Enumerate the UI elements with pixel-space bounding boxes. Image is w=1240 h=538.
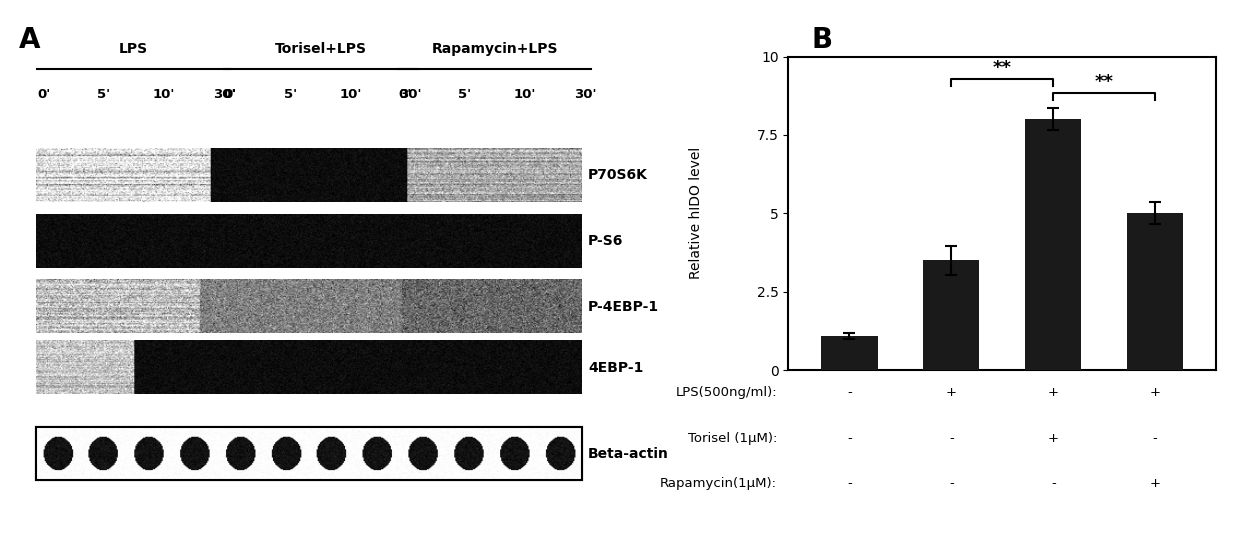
Text: 0': 0' xyxy=(223,88,237,101)
Text: A: A xyxy=(19,26,40,54)
Text: P-4EBP-1: P-4EBP-1 xyxy=(588,300,660,314)
Text: +: + xyxy=(1048,432,1059,445)
Text: 30': 30' xyxy=(399,88,422,101)
Text: P-S6: P-S6 xyxy=(588,234,624,248)
Text: -: - xyxy=(1153,432,1158,445)
Text: P70S6K: P70S6K xyxy=(588,168,649,182)
Text: -: - xyxy=(949,432,954,445)
Text: 5': 5' xyxy=(97,88,110,101)
Text: -: - xyxy=(847,477,852,491)
Text: Rapamycin+LPS: Rapamycin+LPS xyxy=(432,42,558,56)
Text: -: - xyxy=(949,477,954,491)
Text: B: B xyxy=(811,26,833,54)
Text: 4EBP-1: 4EBP-1 xyxy=(588,360,644,374)
Text: +: + xyxy=(1149,386,1161,399)
Text: Rapamycin(1μM):: Rapamycin(1μM): xyxy=(660,477,777,491)
Text: Torisel+LPS: Torisel+LPS xyxy=(274,42,367,56)
Text: 30': 30' xyxy=(574,88,596,101)
Text: 10': 10' xyxy=(340,88,362,101)
FancyBboxPatch shape xyxy=(36,427,582,480)
Text: -: - xyxy=(847,432,852,445)
Text: LPS: LPS xyxy=(119,42,149,56)
Text: +: + xyxy=(946,386,957,399)
Text: -: - xyxy=(1052,477,1055,491)
Text: Beta-actin: Beta-actin xyxy=(588,447,670,461)
Text: 10': 10' xyxy=(153,88,175,101)
Text: +: + xyxy=(1048,386,1059,399)
Text: 30': 30' xyxy=(213,88,236,101)
Text: 0': 0' xyxy=(398,88,412,101)
Text: Torisel (1μM):: Torisel (1μM): xyxy=(688,432,777,445)
Text: 5': 5' xyxy=(284,88,296,101)
Text: 0': 0' xyxy=(37,88,50,101)
Text: LPS(500ng/ml):: LPS(500ng/ml): xyxy=(676,386,777,399)
Text: 10': 10' xyxy=(513,88,536,101)
Text: 5': 5' xyxy=(458,88,471,101)
Text: +: + xyxy=(1149,477,1161,491)
Text: -: - xyxy=(847,386,852,399)
